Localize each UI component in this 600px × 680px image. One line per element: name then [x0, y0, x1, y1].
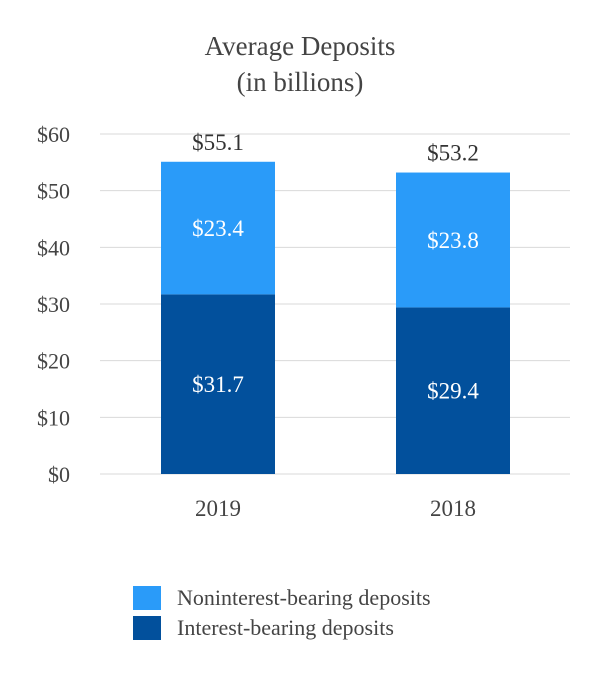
chart-title-line-2: (in billions) — [236, 67, 364, 97]
x-tick-label: 2019 — [195, 496, 241, 521]
y-axis-ticks: $0 $10 $20 $30 $40 $50 $60 — [37, 122, 70, 487]
total-label: $55.1 — [192, 130, 244, 155]
y-tick-label: $60 — [37, 122, 70, 147]
data-labels: $31.7 $23.4 $55.1 $29.4 $23.8 $53.2 — [192, 130, 479, 404]
data-label: $29.4 — [427, 379, 479, 404]
legend-label-noninterest: Noninterest-bearing deposits — [177, 585, 431, 610]
bar-segment-noninterest-2019 — [161, 161, 275, 295]
bar-segment-noninterest-2018 — [396, 172, 510, 308]
chart-title: Average Deposits (in billions) — [0, 28, 600, 100]
chart-title-line-1: Average Deposits — [204, 31, 396, 61]
total-label: $53.2 — [427, 141, 479, 166]
y-tick-label: $30 — [37, 292, 70, 317]
y-tick-label: $0 — [48, 462, 70, 487]
legend-label-interest: Interest-bearing deposits — [177, 615, 394, 640]
data-label: $23.8 — [427, 228, 479, 253]
bars — [161, 161, 510, 474]
data-label: $23.4 — [192, 216, 244, 241]
bar-segment-interest-2019 — [161, 294, 275, 474]
legend-swatch-interest — [133, 616, 161, 640]
y-tick-label: $20 — [37, 349, 70, 374]
legend-item-interest: Interest-bearing deposits — [133, 613, 431, 643]
legend-swatch-noninterest — [133, 586, 161, 610]
bar-segment-interest-2018 — [396, 307, 510, 474]
data-label: $31.7 — [192, 372, 244, 397]
y-tick-label: $50 — [37, 179, 70, 204]
y-tick-label: $10 — [37, 405, 70, 430]
legend-item-noninterest: Noninterest-bearing deposits — [133, 583, 431, 613]
legend: Noninterest-bearing deposits Interest-be… — [133, 583, 431, 643]
x-tick-label: 2018 — [430, 496, 476, 521]
x-axis-ticks: 2019 2018 — [195, 496, 476, 521]
y-tick-label: $40 — [37, 235, 70, 260]
